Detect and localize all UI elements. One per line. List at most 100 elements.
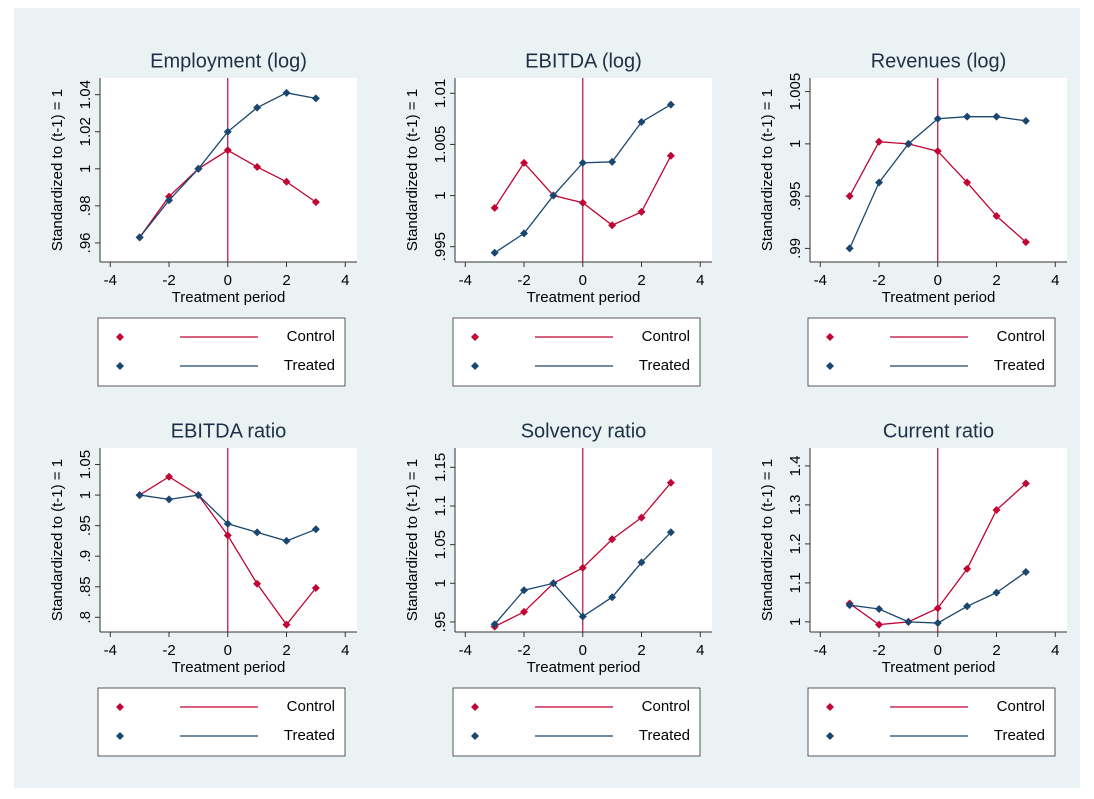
data-point — [963, 112, 972, 121]
x-axis-title: Treatment period — [882, 659, 996, 676]
x-tick-label: 2 — [992, 272, 1000, 289]
data-point — [578, 158, 587, 167]
x-tick-label: 2 — [992, 642, 1000, 659]
legend-label: Control — [642, 328, 690, 345]
data-point — [875, 178, 884, 187]
x-axis-title: Treatment period — [172, 289, 286, 306]
data-point — [933, 147, 942, 156]
x-tick-label: -4 — [104, 642, 117, 659]
data-point — [608, 535, 617, 544]
data-point — [578, 563, 587, 572]
legend-marker — [116, 732, 124, 740]
y-tick-label: 1.05 — [432, 530, 449, 559]
legend-box — [452, 687, 701, 757]
x-tick-label: 0 — [579, 272, 587, 289]
y-tick-label: 1 — [432, 579, 449, 587]
y-tick-label: 1.005 — [432, 126, 449, 164]
legend-marker — [471, 703, 479, 711]
data-point — [666, 151, 675, 160]
x-axis-title: Treatment period — [527, 659, 641, 676]
legend-box — [97, 687, 346, 757]
legend-label: Control — [287, 328, 335, 345]
data-point — [666, 528, 675, 537]
y-tick-label: .85 — [77, 576, 94, 597]
chart-title: Employment (log) — [150, 50, 307, 72]
y-axis-title: Standardized to (t-1) = 1 — [49, 459, 66, 621]
y-axis-title: Standardized to (t-1) = 1 — [759, 459, 776, 621]
x-tick-label: 2 — [637, 642, 645, 659]
data-point — [637, 117, 646, 126]
chart-title: Revenues (log) — [871, 50, 1007, 72]
y-tick-label: 1.3 — [787, 494, 804, 515]
legend-label: Control — [642, 698, 690, 715]
chart-title: EBITDA (log) — [525, 50, 642, 72]
data-point — [311, 198, 320, 207]
data-point — [963, 602, 972, 611]
y-tick-label: .995 — [787, 182, 804, 211]
legend-label: Treated — [284, 357, 335, 374]
data-point — [904, 139, 913, 148]
x-tick-label: 0 — [579, 642, 587, 659]
data-point — [549, 579, 558, 588]
data-point — [165, 196, 174, 205]
data-point — [253, 528, 262, 537]
legend-label: Treated — [639, 727, 690, 744]
x-tick-label: 0 — [934, 642, 942, 659]
x-tick-label: -2 — [517, 642, 530, 659]
legend-label: Treated — [994, 727, 1045, 744]
legend-label: Control — [287, 698, 335, 715]
data-point — [549, 191, 558, 200]
y-axis-title: Standardized to (t-1) = 1 — [759, 89, 776, 251]
y-tick-label: .98 — [77, 195, 94, 216]
data-point — [253, 579, 262, 588]
data-point — [165, 495, 174, 504]
data-point — [992, 588, 1001, 597]
data-point — [520, 158, 529, 167]
data-point — [637, 207, 646, 216]
data-point — [223, 146, 232, 155]
data-point — [223, 531, 232, 540]
plot-region — [100, 448, 357, 632]
x-tick-label: -4 — [459, 642, 472, 659]
data-point — [311, 94, 320, 103]
x-tick-label: -4 — [814, 272, 827, 289]
plot-region — [455, 448, 712, 632]
y-tick-label: 1 — [77, 165, 94, 173]
x-tick-label: 4 — [696, 642, 704, 659]
x-tick-label: -2 — [162, 272, 175, 289]
y-tick-label: .95 — [432, 612, 449, 633]
data-point — [135, 233, 144, 242]
y-tick-label: .995 — [432, 232, 449, 261]
y-tick-label: .99 — [787, 238, 804, 259]
data-point — [637, 513, 646, 522]
data-point — [135, 491, 144, 500]
legend-marker — [471, 362, 479, 370]
data-point — [520, 229, 529, 238]
data-point — [282, 620, 291, 629]
data-point — [963, 564, 972, 573]
x-tick-label: 2 — [282, 642, 290, 659]
x-tick-label: -2 — [872, 272, 885, 289]
legend-label: Treated — [639, 357, 690, 374]
y-tick-label: 1.4 — [787, 456, 804, 477]
legend-label: Control — [997, 698, 1045, 715]
data-point — [608, 593, 617, 602]
data-point — [282, 88, 291, 97]
legend-marker — [471, 333, 479, 341]
y-tick-label: 1 — [787, 140, 804, 148]
x-tick-label: -4 — [459, 272, 472, 289]
legend-box — [807, 317, 1056, 387]
data-point — [992, 505, 1001, 514]
plot-region — [100, 78, 357, 262]
data-point — [992, 212, 1001, 220]
x-tick-label: -2 — [872, 642, 885, 659]
data-point — [578, 198, 587, 207]
y-tick-label: 1 — [787, 618, 804, 626]
y-tick-label: 1.04 — [77, 80, 94, 109]
y-tick-label: 1 — [77, 491, 94, 499]
legend-marker — [826, 362, 834, 370]
plot-region — [455, 78, 712, 262]
legend-marker — [116, 362, 124, 370]
data-point — [875, 620, 884, 629]
